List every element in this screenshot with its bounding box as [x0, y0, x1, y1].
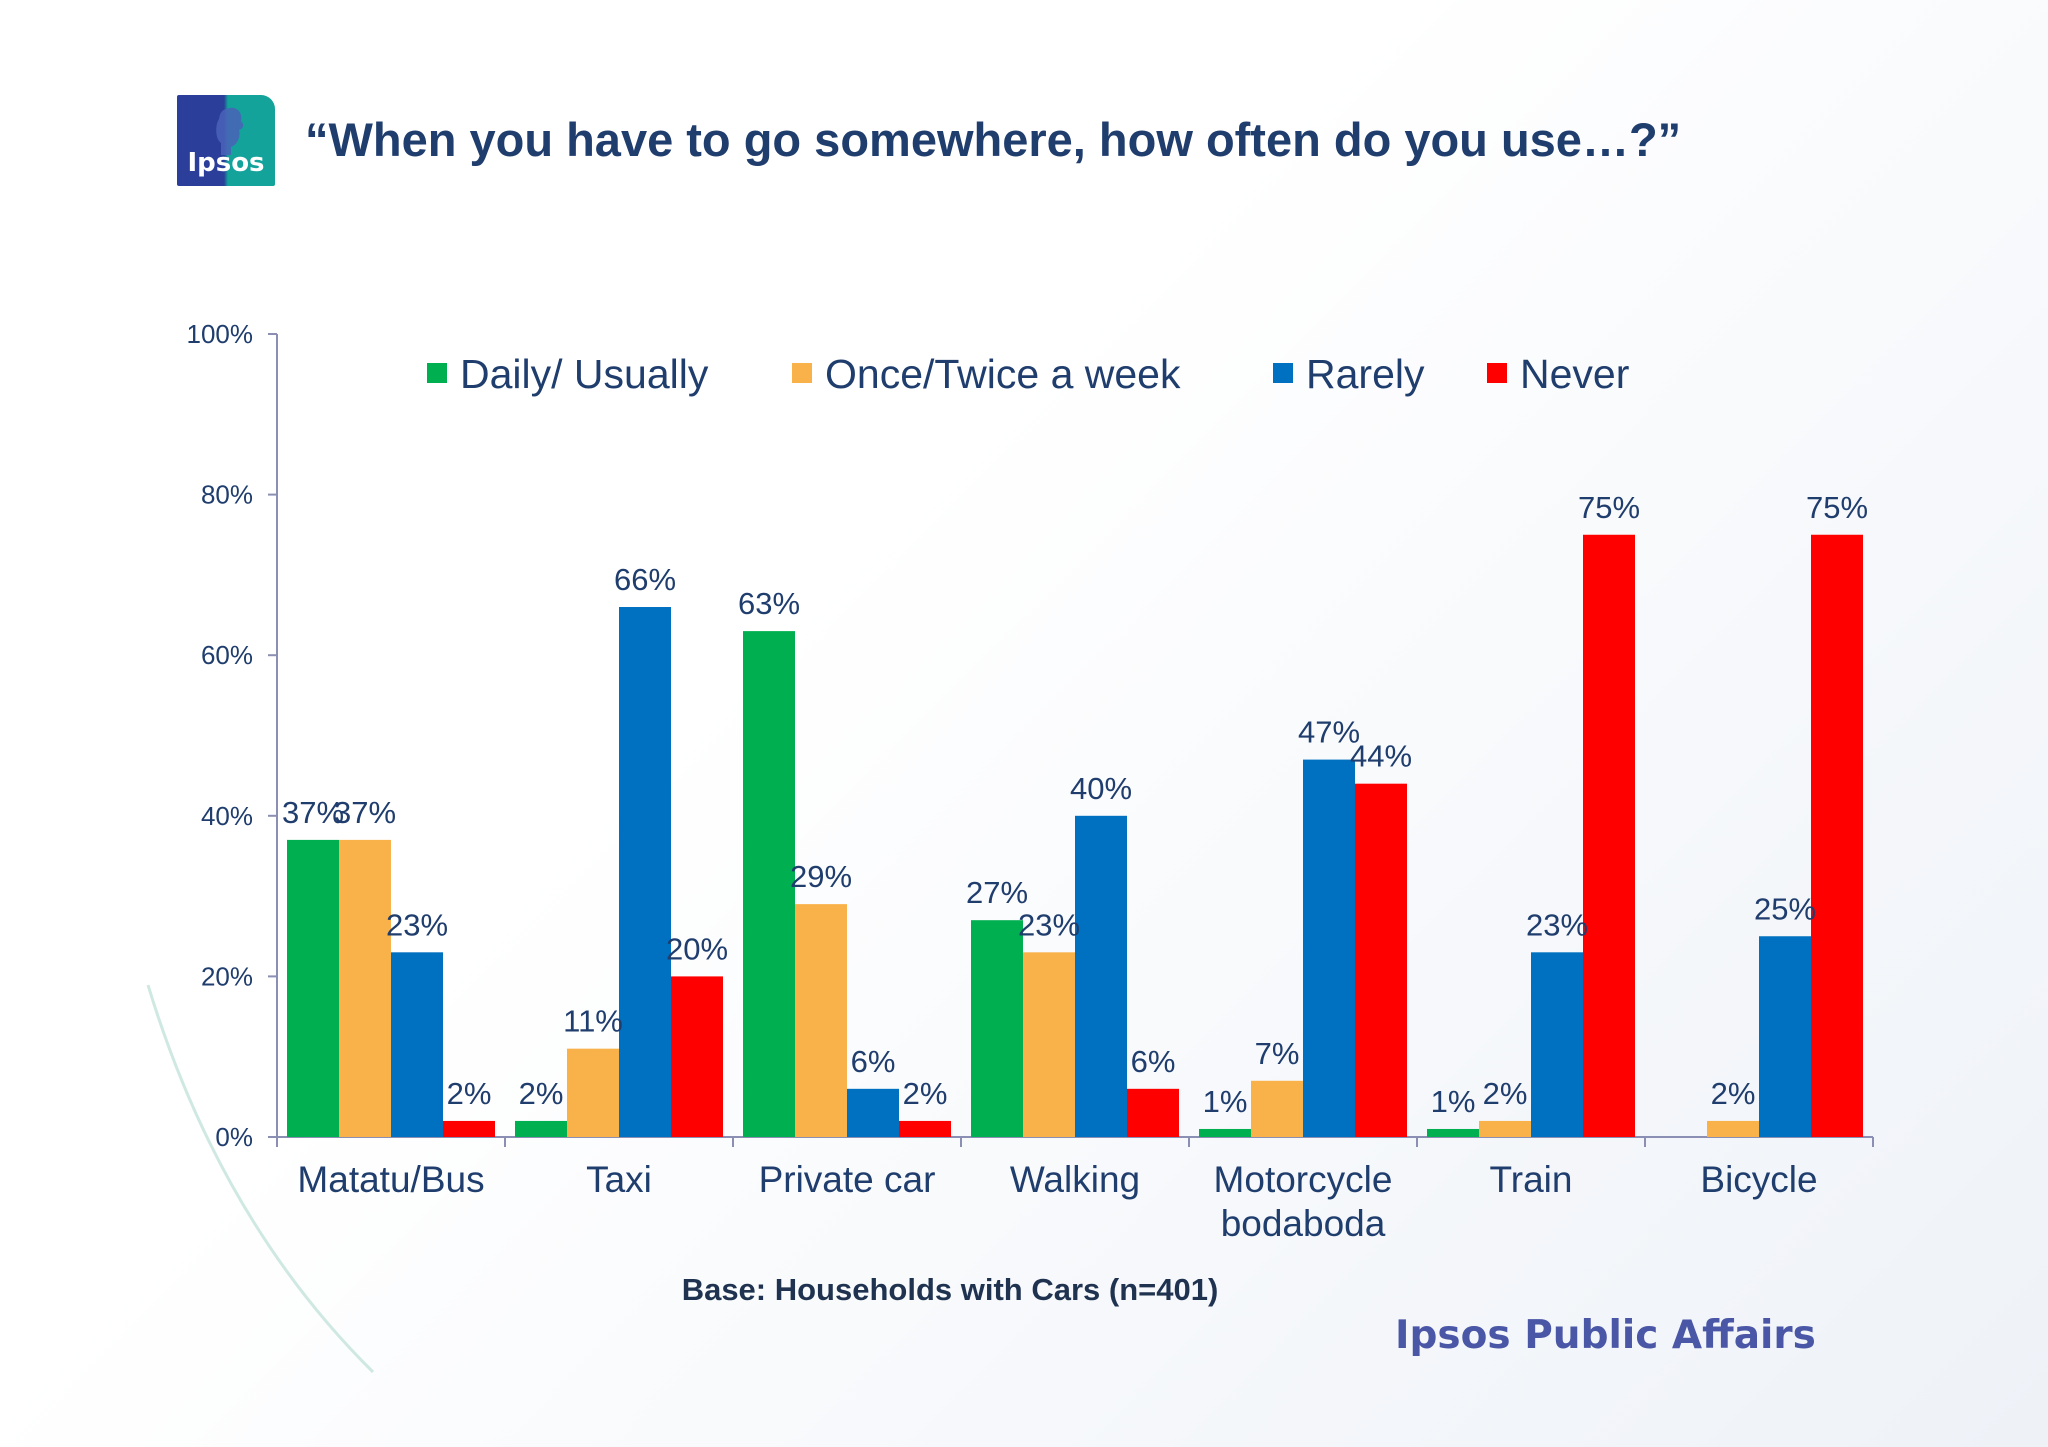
bar	[567, 1048, 619, 1137]
data-label: 75%	[1806, 490, 1868, 525]
y-axis-ticks: 0% 20% 40% 60% 80% 100%	[187, 319, 277, 1152]
bar	[847, 1088, 899, 1137]
data-labels: 37% 2% 63% 27% 1% 1% 37% 11% 29% 23% 7% 2% 2% 23% 66% 6…	[282, 490, 1868, 1119]
bar	[971, 920, 1023, 1137]
bar	[1127, 1088, 1179, 1137]
legend-label: Rarely	[1306, 351, 1425, 397]
legend-swatch	[1273, 363, 1293, 383]
x-tick-label: Walking	[1010, 1159, 1140, 1200]
bar	[287, 839, 339, 1137]
x-tick-label: Matatu/Bus	[297, 1159, 484, 1200]
bar	[1303, 759, 1355, 1137]
legend-label: Daily/ Usually	[460, 351, 709, 397]
data-label: 2%	[903, 1076, 948, 1111]
x-tick-label: Motorcycle bodaboda	[1214, 1159, 1393, 1244]
y-tick-label: 60%	[201, 640, 253, 670]
data-label: 2%	[1483, 1076, 1528, 1111]
data-label: 37%	[282, 795, 344, 830]
logo-figure-icon	[216, 107, 244, 155]
x-tick-label: Private car	[759, 1159, 936, 1200]
bar	[619, 607, 671, 1137]
bar	[339, 839, 391, 1137]
y-tick-label: 40%	[201, 801, 253, 831]
bar	[899, 1120, 951, 1137]
legend-swatch	[792, 363, 812, 383]
data-label: 2%	[519, 1076, 564, 1111]
data-label: 75%	[1578, 490, 1640, 525]
data-label: 47%	[1298, 715, 1360, 750]
bar	[1355, 783, 1407, 1137]
data-label: 2%	[1711, 1076, 1756, 1111]
data-label: 23%	[1526, 907, 1588, 942]
bar	[671, 976, 723, 1137]
logo-text: Ipsos	[187, 148, 265, 178]
bar	[391, 952, 443, 1137]
data-label: 6%	[851, 1044, 896, 1079]
y-tick-label: 0%	[215, 1122, 253, 1152]
data-label: 20%	[666, 931, 728, 966]
bar	[1427, 1128, 1479, 1137]
data-label: 1%	[1431, 1084, 1476, 1119]
y-tick-label: 20%	[201, 961, 253, 991]
bar	[1023, 952, 1075, 1137]
data-label: 29%	[790, 859, 852, 894]
data-label: 44%	[1350, 739, 1412, 774]
ipsos-logo: Ipsos	[177, 95, 275, 186]
data-label: 23%	[1018, 907, 1080, 942]
bar	[1251, 1080, 1303, 1137]
data-label: 25%	[1754, 891, 1816, 926]
bar	[1759, 936, 1811, 1137]
legend-label: Once/Twice a week	[825, 351, 1181, 397]
data-label: 63%	[738, 586, 800, 621]
bar	[1707, 1120, 1759, 1137]
chart-legend: Daily/ Usually Once/Twice a week Rarely Nev…	[427, 351, 1629, 397]
data-label: 2%	[447, 1076, 492, 1111]
base-note: Base: Households with Cars (n=401)	[681, 1272, 1219, 1307]
chart-bars	[287, 534, 1863, 1137]
x-tick-label: Taxi	[586, 1159, 652, 1200]
bar	[1199, 1128, 1251, 1137]
data-label: 7%	[1255, 1036, 1300, 1071]
y-tick-label: 80%	[201, 480, 253, 510]
bar	[1479, 1120, 1531, 1137]
legend-label: Never	[1520, 351, 1629, 397]
y-tick-label: 100%	[187, 319, 254, 349]
data-label: 6%	[1131, 1044, 1176, 1079]
data-label: 23%	[386, 907, 448, 942]
legend-swatch	[1487, 363, 1507, 383]
data-label: 66%	[614, 562, 676, 597]
bar	[743, 631, 795, 1137]
bar	[795, 904, 847, 1137]
legend-swatch	[427, 363, 447, 383]
bar	[515, 1120, 567, 1137]
bar	[1531, 952, 1583, 1137]
data-label: 1%	[1203, 1084, 1248, 1119]
bar	[1583, 534, 1635, 1137]
bar	[443, 1120, 495, 1137]
x-tick-label: Train	[1490, 1159, 1573, 1200]
x-axis-ticks: Matatu/Bus Taxi Private car Walking Motorcyc…	[276, 1137, 1874, 1244]
bar	[1811, 534, 1863, 1137]
bar	[1075, 815, 1127, 1137]
x-tick-label: Bicycle	[1700, 1159, 1817, 1200]
data-label: 37%	[334, 795, 396, 830]
data-label: 11%	[563, 1004, 623, 1039]
footer-brand: Ipsos Public Affairs	[1395, 1313, 1816, 1358]
data-label: 27%	[966, 875, 1028, 910]
data-label: 40%	[1070, 771, 1132, 806]
page-title: “When you have to go somewhere, how ofte…	[305, 113, 1682, 166]
